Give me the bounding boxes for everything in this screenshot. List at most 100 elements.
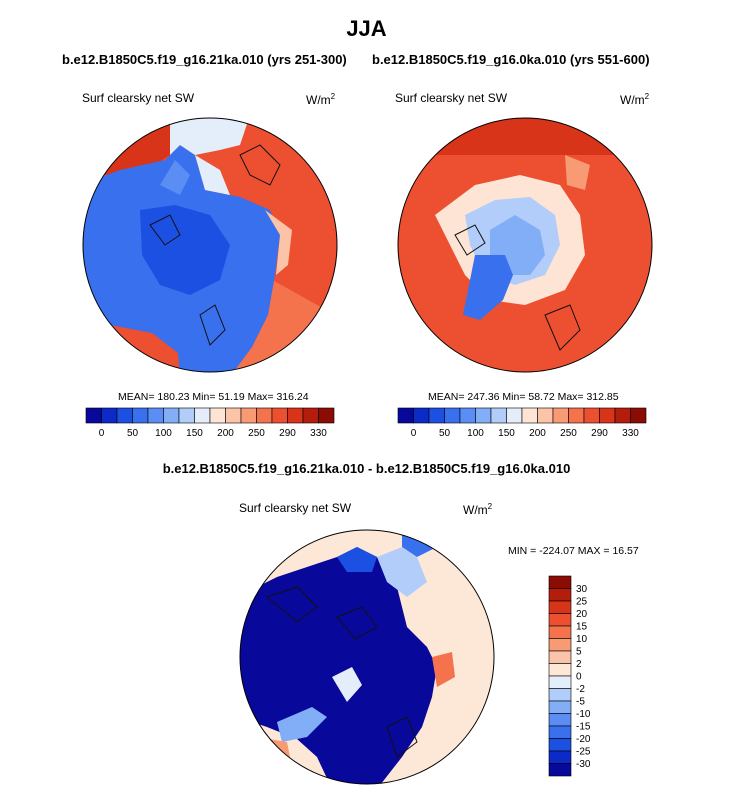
colorbar-box	[475, 407, 492, 424]
colorbar-box	[548, 688, 572, 702]
colorbar-box	[548, 625, 572, 639]
colorbar-box	[163, 407, 180, 424]
colorbar-box	[548, 600, 572, 614]
colorbar-box	[548, 713, 572, 727]
colorbar-box	[583, 407, 600, 424]
colorbar-box	[302, 407, 319, 424]
colorbar-box	[548, 588, 572, 602]
colorbar-tick-label: -15	[576, 722, 591, 733]
colorbar-tick-label: -30	[576, 759, 591, 770]
colorbar-box	[614, 407, 631, 424]
map-fill	[160, 160, 190, 195]
colorbar-tick-label: 150	[498, 428, 515, 439]
colorbar-tick-label: 50	[439, 428, 451, 439]
map-fill	[277, 707, 327, 742]
colorbar-box	[116, 407, 133, 424]
diff-stats: MIN = -224.07 MAX = 16.57	[508, 545, 639, 557]
colorbar-box	[548, 738, 572, 752]
colorbar-box	[599, 407, 616, 424]
season-title: JJA	[346, 16, 387, 41]
map-fill	[565, 155, 590, 190]
colorbar-box	[147, 407, 164, 424]
diff-units: W/m2	[463, 502, 493, 517]
map-fill	[337, 547, 377, 572]
map-fill	[140, 205, 230, 295]
colorbar-tick-label: 100	[467, 428, 484, 439]
coastline	[454, 224, 486, 256]
colorbar-box	[548, 663, 572, 677]
colorbar-tick-label: 10	[576, 634, 588, 645]
colorbar-box	[318, 407, 335, 424]
colorbar-box	[630, 407, 647, 424]
left-polar-map	[82, 117, 338, 373]
map-fill	[432, 652, 455, 687]
coastline	[386, 716, 418, 758]
colorbar-tick-label: 0	[411, 428, 417, 439]
map-fill	[332, 667, 362, 702]
coastline	[149, 214, 181, 246]
colorbar-box	[444, 407, 461, 424]
colorbar-tick-label: 290	[591, 428, 608, 439]
left-run-title: b.e12.B1850C5.f19_g16.21ka.010 (yrs 251-…	[62, 52, 347, 67]
colorbar-box	[287, 407, 304, 424]
left-colorbar: 0 50 100 150 200 250 290 330	[85, 407, 335, 439]
colorbar-tick-label: 25	[576, 597, 588, 608]
colorbar-box	[413, 407, 430, 424]
map-fill	[463, 255, 513, 320]
colorbar-box	[548, 650, 572, 664]
colorbar-tick-label: -25	[576, 747, 591, 758]
map-fill	[265, 210, 292, 275]
colorbar-box	[397, 407, 414, 424]
colorbar-box	[209, 407, 226, 424]
colorbar-box	[548, 725, 572, 739]
difference-title: b.e12.B1850C5.f19_g16.21ka.010 - b.e12.B…	[162, 461, 571, 476]
colorbar-box	[194, 407, 211, 424]
colorbar-box	[548, 675, 572, 689]
colorbar-box	[537, 407, 554, 424]
map-fill	[170, 118, 250, 155]
colorbar-tick-label: 100	[155, 428, 172, 439]
colorbar-box	[428, 407, 445, 424]
right-run-title: b.e12.B1850C5.f19_g16.0ka.010 (yrs 551-6…	[372, 52, 650, 67]
colorbar-box	[521, 407, 538, 424]
colorbar-tick-label: 200	[529, 428, 546, 439]
colorbar-box	[552, 407, 569, 424]
colorbar-box	[132, 407, 149, 424]
colorbar-box	[85, 407, 102, 424]
colorbar-box	[490, 407, 507, 424]
colorbar-tick-label: 30	[576, 584, 588, 595]
colorbar-tick-label: -20	[576, 734, 591, 745]
map-fill	[377, 547, 427, 597]
colorbar-box	[548, 700, 572, 714]
colorbar-box	[506, 407, 523, 424]
colorbar-box	[548, 750, 572, 764]
colorbar-tick-label: 250	[560, 428, 577, 439]
right-variable-label: Surf clearsky net SW	[395, 91, 508, 105]
right-polar-map	[397, 117, 653, 373]
colorbar-box	[178, 407, 195, 424]
colorbar-tick-label: 2	[576, 659, 582, 670]
colorbar-tick-label: 330	[310, 428, 327, 439]
colorbar-tick-label: 50	[127, 428, 139, 439]
colorbar-box	[101, 407, 118, 424]
coastline	[239, 144, 281, 186]
colorbar-tick-label: 150	[186, 428, 203, 439]
colorbar-box	[548, 575, 572, 589]
colorbar-box	[240, 407, 257, 424]
colorbar-box	[548, 763, 572, 777]
colorbar-tick-label: 0	[99, 428, 105, 439]
colorbar-tick-label: -10	[576, 709, 591, 720]
colorbar-box	[548, 638, 572, 652]
colorbar-tick-label: -5	[576, 697, 585, 708]
right-stats: MEAN= 247.36 Min= 58.72 Max= 312.85	[428, 391, 619, 403]
coastline	[336, 606, 378, 640]
colorbar-tick-label: -2	[576, 684, 585, 695]
right-units: W/m2	[620, 92, 650, 107]
colorbar-tick-label: 200	[217, 428, 234, 439]
left-units: W/m2	[306, 92, 336, 107]
colorbar-tick-label: 0	[576, 672, 582, 683]
diff-polar-map	[239, 529, 495, 785]
colorbar-box	[548, 613, 572, 627]
colorbar-tick-label: 330	[622, 428, 639, 439]
